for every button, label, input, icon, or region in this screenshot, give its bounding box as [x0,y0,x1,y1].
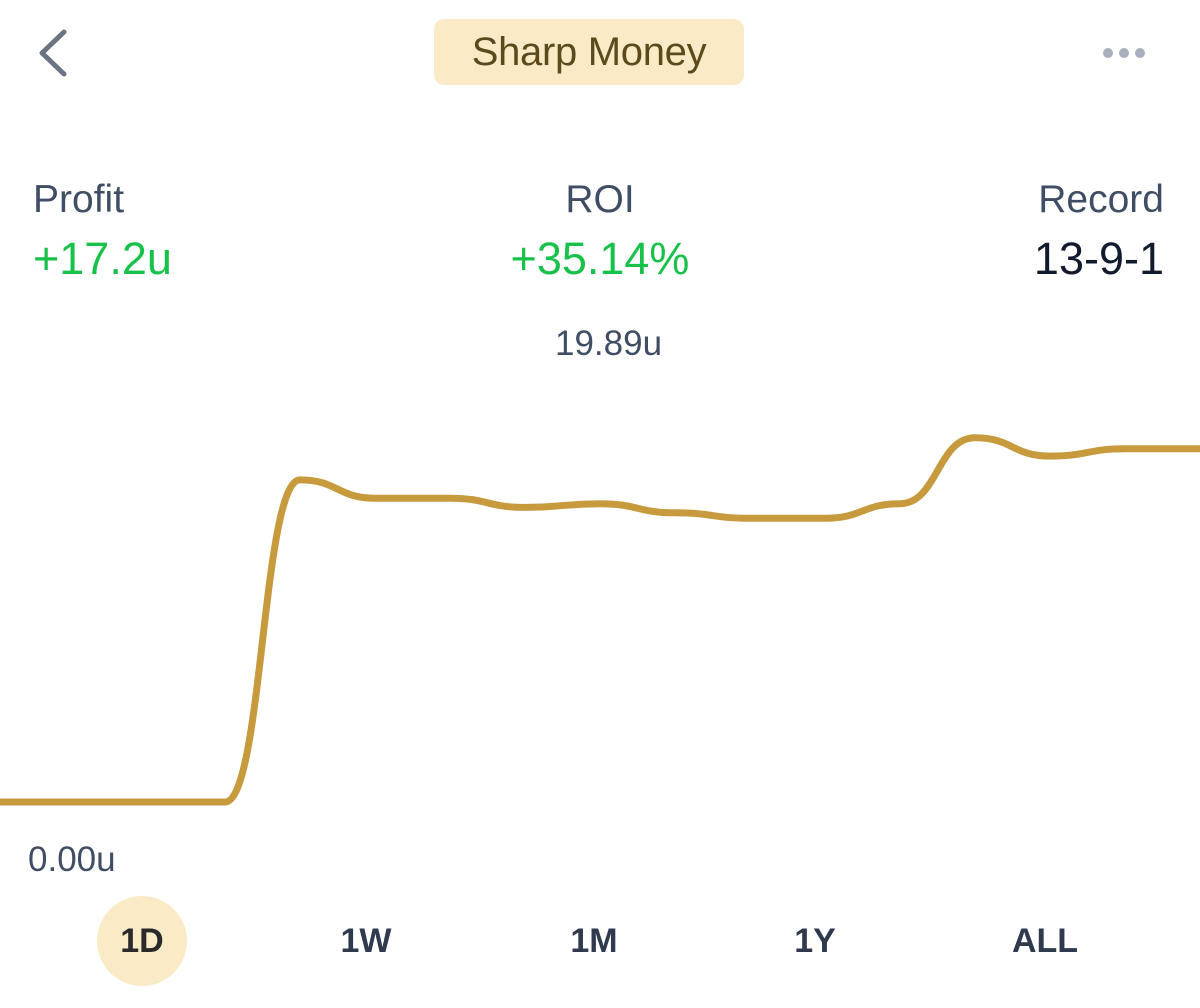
chart-peak-label: 19.89u [555,324,663,363]
profit-label: Profit [33,178,125,221]
page-title: Sharp Money [434,19,744,85]
tab-1y[interactable]: 1Y [794,921,836,960]
tab-1d[interactable]: 1D [97,896,187,986]
profit-value: +17.2u [33,233,172,284]
roi-label: ROI [565,178,635,221]
record-label: Record [1038,178,1164,221]
more-button[interactable] [1094,36,1154,70]
profit-line [0,434,1200,806]
tab-1w[interactable]: 1W [340,921,392,960]
roi-value: +35.14% [510,233,690,284]
tab-all[interactable]: ALL [1011,921,1079,960]
timeframe-tabs: 1D 1W 1M 1Y ALL [0,896,1200,986]
chart-base-label: 0.00u [28,840,116,879]
tab-1m[interactable]: 1M [570,921,618,960]
profit-chart[interactable] [0,380,1200,840]
chevron-left-icon [39,29,67,77]
ellipsis-icon [1103,48,1145,58]
record-value: 13-9-1 [1033,233,1164,284]
back-button[interactable] [30,24,80,82]
nav-bar: Sharp Money [0,0,1200,110]
